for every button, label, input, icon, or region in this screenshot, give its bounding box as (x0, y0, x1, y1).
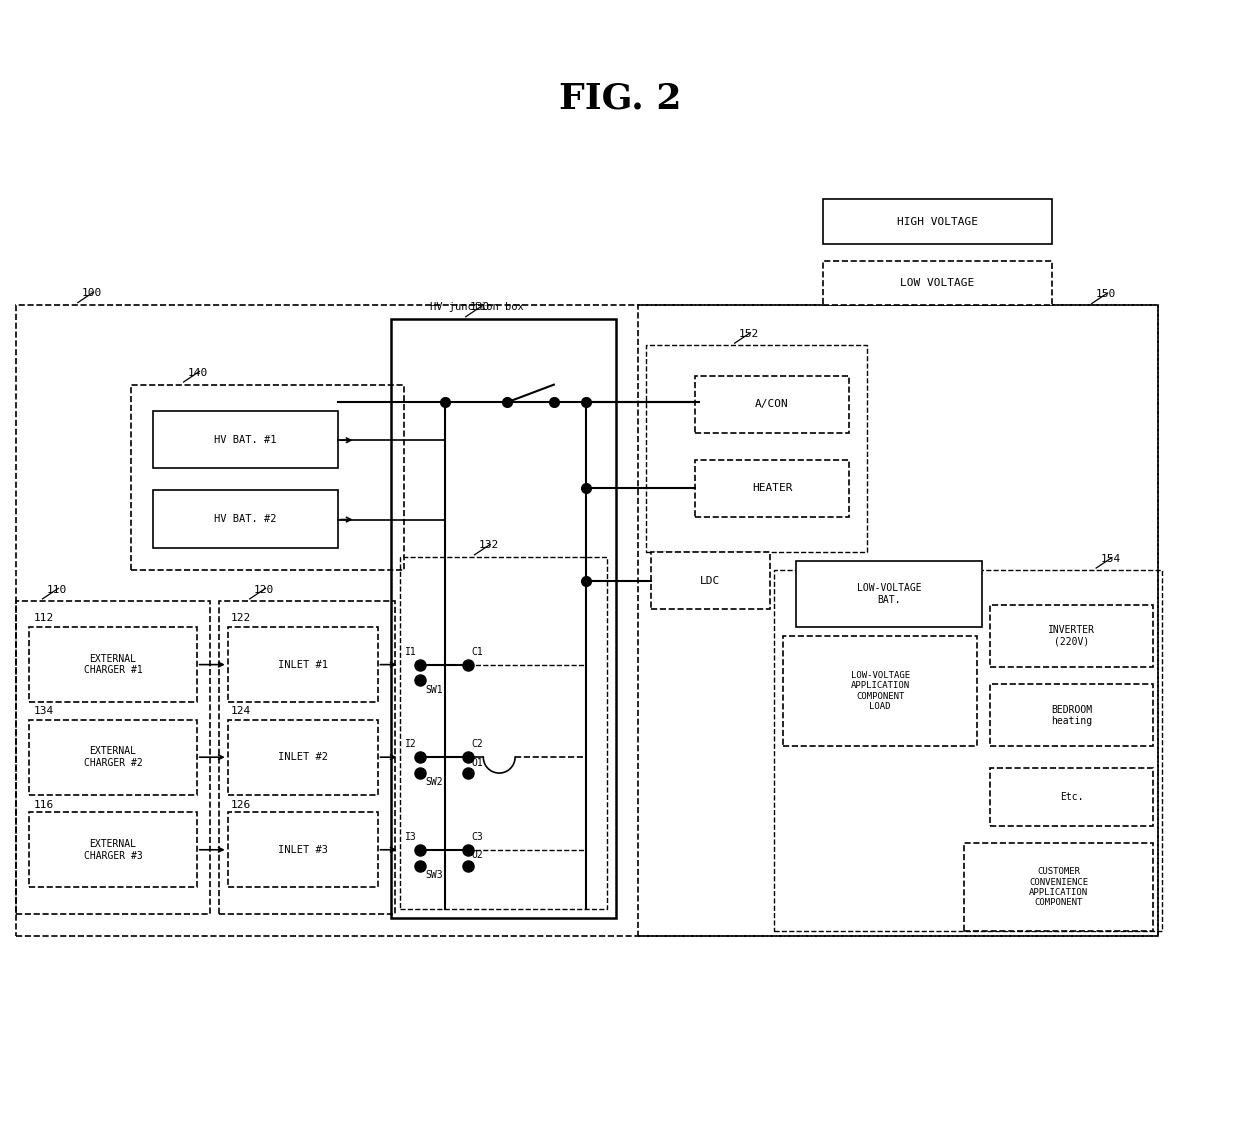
Text: LOW-VOLTAGE
APPLICATION
COMPONENT
LOAD: LOW-VOLTAGE APPLICATION COMPONENT LOAD (851, 671, 910, 711)
Text: HEATER: HEATER (751, 484, 792, 494)
Text: 130: 130 (470, 302, 490, 312)
Text: LOW-VOLTAGE
BAT.: LOW-VOLTAGE BAT. (857, 583, 921, 605)
Text: EXTERNAL
CHARGER #3: EXTERNAL CHARGER #3 (83, 839, 143, 861)
Bar (153, 490, 337, 548)
Text: 152: 152 (739, 329, 759, 339)
Text: 140: 140 (188, 368, 208, 378)
Text: 110: 110 (47, 585, 67, 595)
Text: 122: 122 (231, 613, 250, 623)
Text: INLET #1: INLET #1 (278, 660, 327, 670)
Text: CUSTOMER
CONVENIENCE
APPLICATION
COMPONENT: CUSTOMER CONVENIENCE APPLICATION COMPONE… (1029, 867, 1089, 908)
Bar (796, 561, 982, 627)
Bar (991, 605, 1153, 666)
Text: C1: C1 (472, 646, 484, 656)
Text: C3: C3 (472, 831, 484, 842)
Text: SW2: SW2 (425, 778, 443, 788)
Text: 150: 150 (1096, 289, 1116, 300)
Bar (16, 305, 1158, 936)
Text: I3: I3 (404, 831, 417, 842)
Text: LDC: LDC (701, 576, 720, 586)
Text: Etc.: Etc. (1060, 792, 1084, 802)
Text: HV BAT. #2: HV BAT. #2 (215, 514, 277, 524)
Bar (784, 636, 977, 746)
Bar (30, 627, 197, 702)
Bar (823, 261, 1052, 305)
Bar (30, 719, 197, 794)
Text: I2: I2 (404, 739, 417, 749)
Text: EXTERNAL
CHARGER #1: EXTERNAL CHARGER #1 (83, 654, 143, 675)
Bar (774, 570, 1162, 931)
Bar (991, 769, 1153, 826)
Text: HV BAT. #1: HV BAT. #1 (215, 434, 277, 444)
Text: C2: C2 (472, 739, 484, 749)
Text: I1: I1 (404, 646, 417, 656)
Text: O2: O2 (472, 850, 484, 861)
Text: INLET #2: INLET #2 (278, 752, 327, 762)
Text: 116: 116 (33, 800, 53, 810)
Text: HV junction box: HV junction box (430, 302, 525, 312)
Text: A/CON: A/CON (755, 399, 789, 410)
Text: SW1: SW1 (425, 684, 443, 695)
Text: INLET #3: INLET #3 (278, 845, 327, 855)
Text: 126: 126 (231, 800, 250, 810)
Bar (646, 344, 867, 552)
Bar (399, 557, 606, 909)
Bar (694, 376, 849, 433)
Bar (637, 305, 1158, 936)
Text: 132: 132 (479, 541, 500, 551)
Bar (30, 812, 197, 888)
Bar (391, 319, 615, 918)
Text: INVERTER
(220V): INVERTER (220V) (1048, 625, 1095, 646)
Text: BEDROOM
heating: BEDROOM heating (1052, 705, 1092, 726)
Bar (823, 200, 1052, 243)
Text: 120: 120 (254, 585, 274, 595)
Bar (228, 812, 377, 888)
Bar (16, 600, 210, 913)
Text: HIGH VOLTAGE: HIGH VOLTAGE (897, 217, 978, 227)
Bar (153, 411, 337, 468)
Bar (651, 552, 770, 609)
Bar (218, 600, 396, 913)
Bar (991, 684, 1153, 746)
Text: 112: 112 (33, 613, 53, 623)
Bar (130, 385, 404, 570)
Text: 124: 124 (231, 706, 250, 716)
Bar (228, 627, 377, 702)
Bar (228, 719, 377, 794)
Text: 100: 100 (82, 288, 103, 298)
Text: SW3: SW3 (425, 870, 443, 880)
Text: O1: O1 (472, 757, 484, 767)
Text: EXTERNAL
CHARGER #2: EXTERNAL CHARGER #2 (83, 746, 143, 767)
Text: FIG. 2: FIG. 2 (559, 81, 681, 116)
Text: LOW VOLTAGE: LOW VOLTAGE (900, 278, 975, 288)
Text: 154: 154 (1101, 553, 1121, 563)
Bar (963, 843, 1153, 931)
Bar (694, 460, 849, 517)
Text: 134: 134 (33, 706, 53, 716)
